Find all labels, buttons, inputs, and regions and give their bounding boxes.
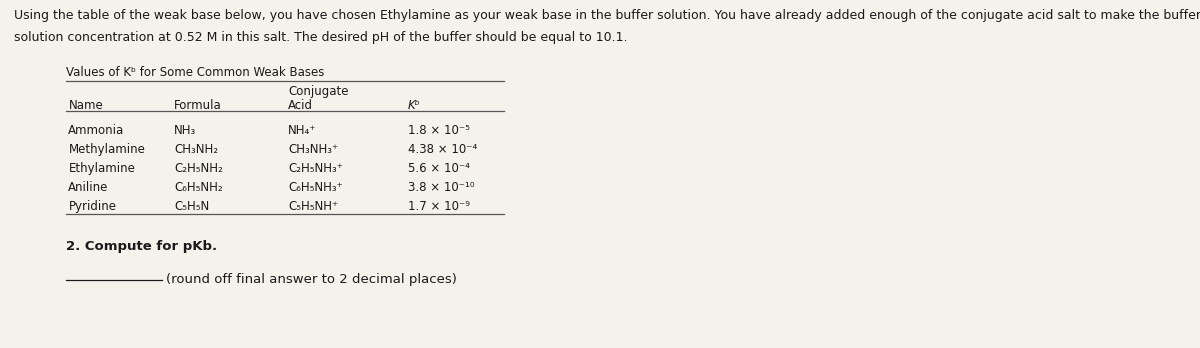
Text: C₆H₅NH₂: C₆H₅NH₂ (174, 181, 223, 194)
Text: Ethylamine: Ethylamine (68, 162, 136, 175)
Text: Methylamine: Methylamine (68, 143, 145, 156)
Text: C₂H₅NH₂: C₂H₅NH₂ (174, 162, 223, 175)
Text: 1.7 × 10⁻⁹: 1.7 × 10⁻⁹ (408, 200, 470, 213)
Text: Formula: Formula (174, 99, 222, 112)
Text: (round off final answer to 2 decimal places): (round off final answer to 2 decimal pla… (166, 273, 456, 286)
Text: C₅H₅NH⁺: C₅H₅NH⁺ (288, 200, 338, 213)
Text: Acid: Acid (288, 99, 313, 112)
Text: CH₃NH₂: CH₃NH₂ (174, 143, 218, 156)
Text: Using the table of the weak base below, you have chosen Ethylamine as your weak : Using the table of the weak base below, … (14, 9, 1200, 22)
Text: C₂H₅NH₃⁺: C₂H₅NH₃⁺ (288, 162, 343, 175)
Text: 3.8 × 10⁻¹⁰: 3.8 × 10⁻¹⁰ (408, 181, 474, 194)
Text: solution concentration at 0.52 M in this salt. The desired pH of the buffer shou: solution concentration at 0.52 M in this… (14, 31, 628, 44)
Text: NH₄⁺: NH₄⁺ (288, 124, 317, 136)
Text: Ammonia: Ammonia (68, 124, 125, 136)
Text: 5.6 × 10⁻⁴: 5.6 × 10⁻⁴ (408, 162, 470, 175)
Text: C₆H₅NH₃⁺: C₆H₅NH₃⁺ (288, 181, 343, 194)
Text: Values of Kᵇ for Some Common Weak Bases: Values of Kᵇ for Some Common Weak Bases (66, 66, 324, 79)
Text: Conjugate: Conjugate (288, 85, 348, 98)
Text: NH₃: NH₃ (174, 124, 197, 136)
Text: Pyridine: Pyridine (68, 200, 116, 213)
Text: CH₃NH₃⁺: CH₃NH₃⁺ (288, 143, 338, 156)
Text: Name: Name (68, 99, 103, 112)
Text: 1.8 × 10⁻⁵: 1.8 × 10⁻⁵ (408, 124, 470, 136)
Text: 2. Compute for pKb.: 2. Compute for pKb. (66, 240, 217, 253)
Text: 4.38 × 10⁻⁴: 4.38 × 10⁻⁴ (408, 143, 478, 156)
Text: Aniline: Aniline (68, 181, 109, 194)
Text: Kᵇ: Kᵇ (408, 99, 421, 112)
Text: C₅H₅N: C₅H₅N (174, 200, 209, 213)
